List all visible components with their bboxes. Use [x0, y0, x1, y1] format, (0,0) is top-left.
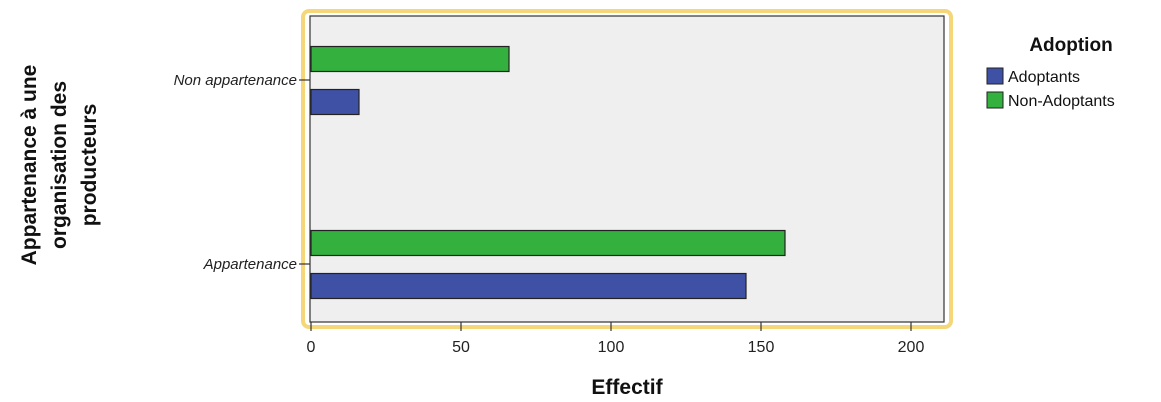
legend-swatch-adoptants — [986, 67, 1004, 85]
y-axis-title: Appartenance à une organisation des produc… — [18, 65, 101, 266]
category-label-1: Appartenance — [203, 256, 297, 273]
x-tick-label-0: 0 — [307, 339, 316, 356]
x-tick-label-2: 100 — [598, 339, 625, 356]
bar-adoptants-1 — [310, 272, 747, 300]
x-tick-label-4: 200 — [898, 339, 925, 356]
bar-non-adoptants-0 — [310, 45, 510, 73]
plot-frame-highlight[interactable] — [301, 9, 953, 329]
legend-title: Adoption — [1029, 35, 1112, 56]
legend-swatch-non-adoptants — [986, 91, 1004, 109]
bar-non-adoptants-1 — [310, 229, 786, 257]
x-axis-title: Effectif — [591, 376, 663, 397]
bars-group — [310, 45, 786, 300]
x-tick-label-1: 50 — [452, 339, 470, 356]
y-axis-title-line-1: organisation des — [48, 81, 71, 249]
y-axis-title-line-2: producteurs — [78, 104, 101, 227]
x-tick-label-3: 150 — [748, 339, 775, 356]
y-axis-title-line-0: Appartenance à une — [18, 65, 41, 266]
legend: Adoptants Non-Adoptants — [986, 67, 1115, 110]
bar-adoptants-0 — [310, 88, 360, 116]
category-label-0: Non appartenance — [174, 72, 297, 89]
category-labels: Non appartenance Appartenance — [174, 72, 310, 273]
legend-label-adoptants: Adoptants — [1008, 69, 1080, 86]
x-axis-ticks: 0 50 100 150 200 — [307, 322, 925, 356]
legend-label-non-adoptants: Non-Adoptants — [1008, 93, 1115, 110]
